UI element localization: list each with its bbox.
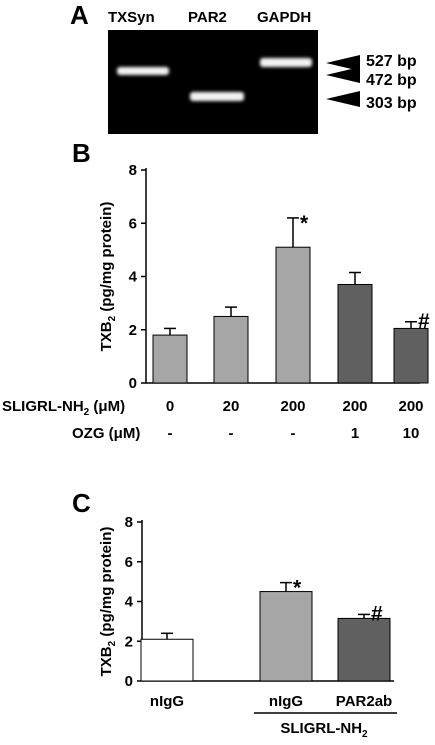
bar	[337, 617, 391, 682]
y-tick-label: 6	[129, 215, 137, 232]
band-gapdh	[260, 58, 312, 67]
condition-label-unit: (μM)	[105, 425, 141, 442]
bar	[393, 327, 429, 384]
band-txsyn	[117, 67, 169, 75]
y-axis-label-main: TXB	[98, 646, 115, 676]
y-tick-label: 0	[129, 375, 137, 392]
marker-arrow-527	[326, 55, 360, 71]
marker-label-472: 472 bp	[366, 72, 417, 89]
condition-label-main: OZG	[72, 425, 105, 442]
condition-value: 200	[280, 398, 305, 415]
x-category-label: nIgG	[269, 693, 303, 710]
condition-label-sub: 2	[84, 407, 90, 418]
panel-letter-c: C	[72, 488, 91, 518]
condition-value: -	[291, 425, 296, 442]
bar	[337, 283, 373, 384]
condition-label-main: SLIGRL-NH	[2, 398, 84, 415]
condition-value: 0	[166, 398, 174, 415]
condition-value: -	[229, 425, 234, 442]
y-axis-label: TXB2 (pg/mg protein)	[98, 202, 118, 352]
y-tick-label: 2	[129, 322, 137, 339]
condition-value: 20	[223, 398, 240, 415]
x-category-label: nIgG	[150, 693, 184, 710]
significance-marker: *	[300, 212, 309, 235]
condition-value: -	[168, 425, 173, 442]
panel-letter-b: B	[72, 138, 91, 168]
y-tick-label: 4	[129, 269, 138, 286]
condition-value: 10	[403, 425, 420, 442]
y-axis-label-rest: (pg/mg protein)	[98, 202, 115, 316]
marker-arrow-303	[326, 91, 360, 107]
y-tick-label: 8	[129, 162, 137, 179]
condition-value: 200	[398, 398, 423, 415]
y-tick-label: 4	[125, 594, 134, 611]
lane-label-gapdh: GAPDH	[257, 9, 311, 26]
marker-label-303: 303 bp	[366, 95, 417, 112]
x-category-label: PAR2ab	[336, 693, 392, 710]
condition-label-unit: (μM)	[89, 398, 125, 415]
group-label-main: SLIGRL-NH	[280, 720, 362, 737]
y-axis-label-sub: 2	[107, 315, 118, 321]
condition-value: 1	[351, 425, 359, 442]
condition-value: 200	[342, 398, 367, 415]
y-tick-label: 6	[125, 554, 133, 571]
significance-marker: #	[371, 602, 383, 625]
bar	[275, 246, 311, 384]
y-tick-label: 0	[125, 673, 133, 690]
bar	[140, 638, 194, 682]
group-label-sub: 2	[362, 729, 368, 740]
band-par2	[190, 92, 244, 101]
y-tick-label: 8	[125, 514, 133, 531]
gel-image	[108, 30, 318, 134]
group-label: SLIGRL-NH2	[280, 720, 368, 740]
significance-marker: #	[418, 310, 430, 333]
y-axis-label: TXB2 (pg/mg protein)	[98, 527, 118, 677]
y-axis-label-rest: (pg/mg protein)	[98, 527, 115, 641]
lane-label-par2: PAR2	[188, 9, 227, 26]
significance-marker: *	[293, 577, 302, 600]
y-tick-label: 2	[125, 633, 133, 650]
y-axis-label-sub: 2	[107, 640, 118, 646]
y-axis-label-main: TXB	[98, 321, 115, 351]
bar	[259, 591, 313, 682]
panel-letter-a: A	[70, 0, 89, 30]
condition-label-ozg: OZG (μM)	[72, 425, 140, 442]
bar	[152, 334, 188, 384]
condition-label-sligrl: SLIGRL-NH2 (μM)	[2, 398, 125, 418]
bar	[213, 315, 249, 384]
lane-label-txsyn: TXSyn	[108, 9, 155, 26]
marker-label-527: 527 bp	[366, 53, 417, 70]
marker-arrow-472	[326, 67, 360, 83]
